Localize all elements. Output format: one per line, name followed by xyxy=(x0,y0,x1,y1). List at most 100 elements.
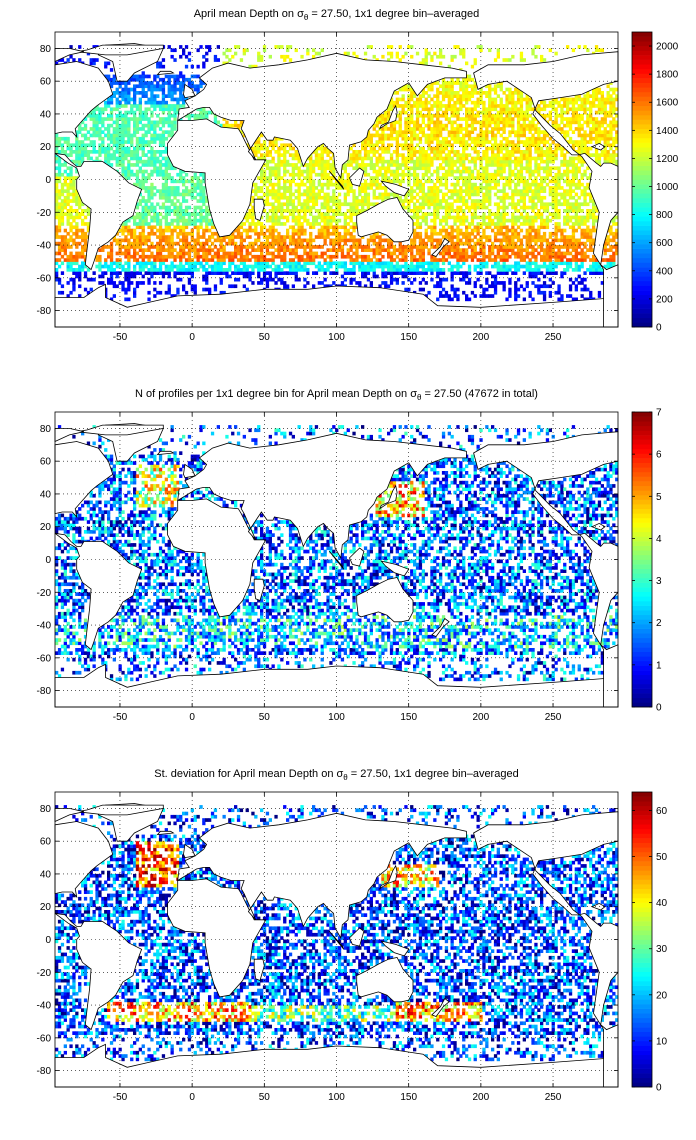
data-cell xyxy=(202,179,206,184)
data-cell xyxy=(491,172,495,177)
data-cell xyxy=(467,179,472,184)
data-cell xyxy=(571,238,576,243)
data-cell xyxy=(202,248,206,252)
data-cell xyxy=(153,169,157,174)
data-cell xyxy=(124,146,128,151)
data-cell xyxy=(505,195,509,200)
data-cell xyxy=(528,228,532,233)
data-cell xyxy=(312,261,316,266)
data-cell xyxy=(75,156,79,161)
data-cell xyxy=(568,202,573,207)
data-cell xyxy=(121,153,125,157)
data-cell xyxy=(300,215,304,220)
data-cell xyxy=(158,192,163,197)
data-cell xyxy=(389,281,394,285)
data-cell xyxy=(606,235,610,239)
data-cell xyxy=(571,156,576,161)
data-cell xyxy=(514,172,518,177)
data-cell xyxy=(531,225,535,230)
data-cell xyxy=(98,143,102,148)
data-cell xyxy=(548,264,552,269)
data-cell xyxy=(193,195,197,200)
data-cell xyxy=(277,169,281,174)
data-cell xyxy=(340,176,345,180)
data-cell xyxy=(369,176,373,180)
data-cell xyxy=(317,264,321,269)
data-cell xyxy=(542,195,547,200)
data-cell xyxy=(234,254,238,259)
data-cell xyxy=(193,254,197,259)
data-cell xyxy=(196,182,200,187)
data-cell xyxy=(158,241,163,246)
data-cell xyxy=(404,143,408,148)
data-cell xyxy=(554,212,558,216)
data-cell xyxy=(271,186,275,190)
data-cell xyxy=(603,146,607,151)
data-cell xyxy=(462,277,466,282)
data-cell xyxy=(109,136,114,141)
data-cell xyxy=(81,209,85,213)
data-cell xyxy=(470,228,475,233)
data-cell xyxy=(340,261,345,266)
data-cell xyxy=(502,222,506,226)
data-cell xyxy=(161,195,166,200)
data-cell xyxy=(118,271,122,275)
data-cell xyxy=(57,169,62,174)
data-cell xyxy=(560,251,564,256)
data-cell xyxy=(231,258,235,262)
data-cell xyxy=(184,231,189,236)
data-cell xyxy=(101,146,105,151)
data-cell xyxy=(404,264,408,269)
data-cell xyxy=(251,146,255,151)
data-cell xyxy=(303,277,307,282)
data-cell xyxy=(257,274,261,279)
data-cell xyxy=(592,199,596,203)
data-cell xyxy=(291,172,295,177)
data-cell xyxy=(205,254,209,259)
data-cell xyxy=(534,228,538,233)
data-cell xyxy=(542,222,547,226)
data-cell xyxy=(456,254,460,259)
data-cell xyxy=(343,241,347,246)
data-cell xyxy=(66,189,70,193)
data-cell xyxy=(277,231,281,236)
data-cell xyxy=(187,281,192,285)
data-cell xyxy=(488,212,492,216)
data-cell xyxy=(589,231,593,236)
data-cell xyxy=(597,294,602,298)
data-cell xyxy=(450,248,454,252)
data-cell xyxy=(274,215,278,220)
data-cell xyxy=(580,143,584,148)
data-cell xyxy=(522,156,526,161)
data-cell xyxy=(531,172,535,177)
data-cell xyxy=(444,245,449,249)
data-cell xyxy=(271,166,275,171)
data-cell xyxy=(109,251,114,256)
data-cell xyxy=(314,153,319,157)
data-cell xyxy=(583,258,587,262)
data-cell xyxy=(554,271,558,275)
data-cell xyxy=(254,231,258,236)
data-cell xyxy=(436,205,440,210)
data-cell xyxy=(485,156,489,161)
data-cell xyxy=(184,186,189,190)
data-cell xyxy=(537,209,541,213)
data-cell xyxy=(158,235,163,239)
data-cell xyxy=(519,179,524,184)
data-cell xyxy=(346,202,350,207)
data-cell xyxy=(66,268,70,272)
data-cell xyxy=(314,172,319,177)
data-cell xyxy=(421,218,425,223)
data-cell xyxy=(430,241,434,246)
data-cell xyxy=(144,176,148,180)
data-cell xyxy=(286,199,290,203)
data-cell xyxy=(320,189,324,193)
data-cell xyxy=(401,205,405,210)
data-cell xyxy=(210,258,215,262)
data-cell xyxy=(335,231,339,236)
data-cell xyxy=(78,205,82,210)
data-cell xyxy=(326,261,330,266)
data-cell xyxy=(574,241,578,246)
data-cell xyxy=(554,264,558,269)
data-cell xyxy=(346,251,350,256)
